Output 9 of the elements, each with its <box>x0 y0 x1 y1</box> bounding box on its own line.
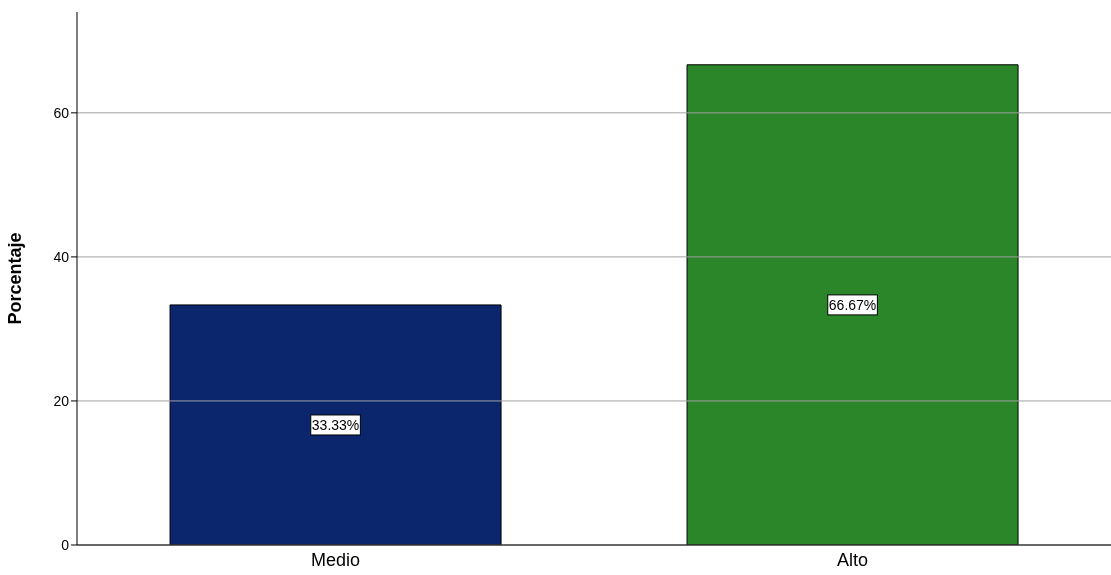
y-tick-label: 20 <box>53 392 70 409</box>
y-tick-label: 60 <box>53 104 70 121</box>
y-tick-label: 40 <box>53 248 70 265</box>
x-tick-label: Alto <box>836 549 869 570</box>
data-label: 66.67% <box>828 296 877 313</box>
y-tick-label: 0 <box>61 536 70 553</box>
y-axis-title: Porcentaje <box>5 232 26 325</box>
x-tick-label: Medio <box>310 549 361 570</box>
data-label: 33.33% <box>311 416 360 433</box>
